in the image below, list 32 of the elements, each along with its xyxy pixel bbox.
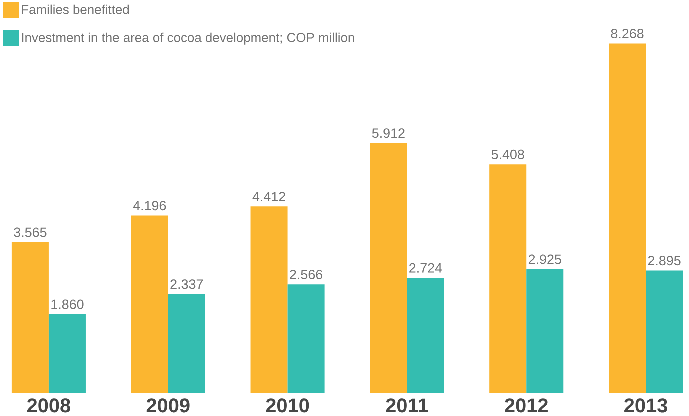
data-label: 4.412: [252, 192, 286, 202]
bar: [12, 242, 49, 394]
bar: [646, 270, 684, 394]
x-tick-label: 2011: [386, 398, 428, 413]
bar: [609, 44, 646, 394]
data-label: 3.565: [14, 228, 47, 238]
data-label: 2.925: [528, 254, 562, 264]
x-tick-label: 2008: [27, 398, 70, 413]
data-label: 1.860: [52, 300, 84, 310]
legend-label: Investment in the area of cocoa development; COP million: [22, 32, 354, 45]
bar: [168, 294, 206, 394]
data-label: 2.724: [410, 263, 442, 273]
x-tick-label: 2013: [624, 398, 668, 413]
legend-label: Families benefitted: [22, 4, 130, 14]
bar: [288, 284, 325, 394]
bar: [370, 143, 408, 394]
data-label: 2.337: [170, 280, 204, 290]
bar: [526, 269, 564, 394]
x-tick-label: 2009: [146, 398, 190, 413]
bar: [250, 206, 288, 394]
bar: [490, 164, 527, 394]
data-label: 4.196: [133, 201, 166, 211]
data-label: 5.408: [492, 150, 524, 160]
x-tick-label: 2010: [266, 398, 310, 413]
data-label: 2.895: [648, 256, 681, 266]
data-label: 5.912: [372, 128, 405, 138]
bar: [48, 314, 86, 394]
data-label: 8.268: [611, 29, 644, 39]
data-label: 2.566: [290, 270, 323, 280]
bar: [407, 278, 444, 394]
x-tick-label: 2012: [505, 398, 548, 413]
bar: [131, 216, 168, 394]
